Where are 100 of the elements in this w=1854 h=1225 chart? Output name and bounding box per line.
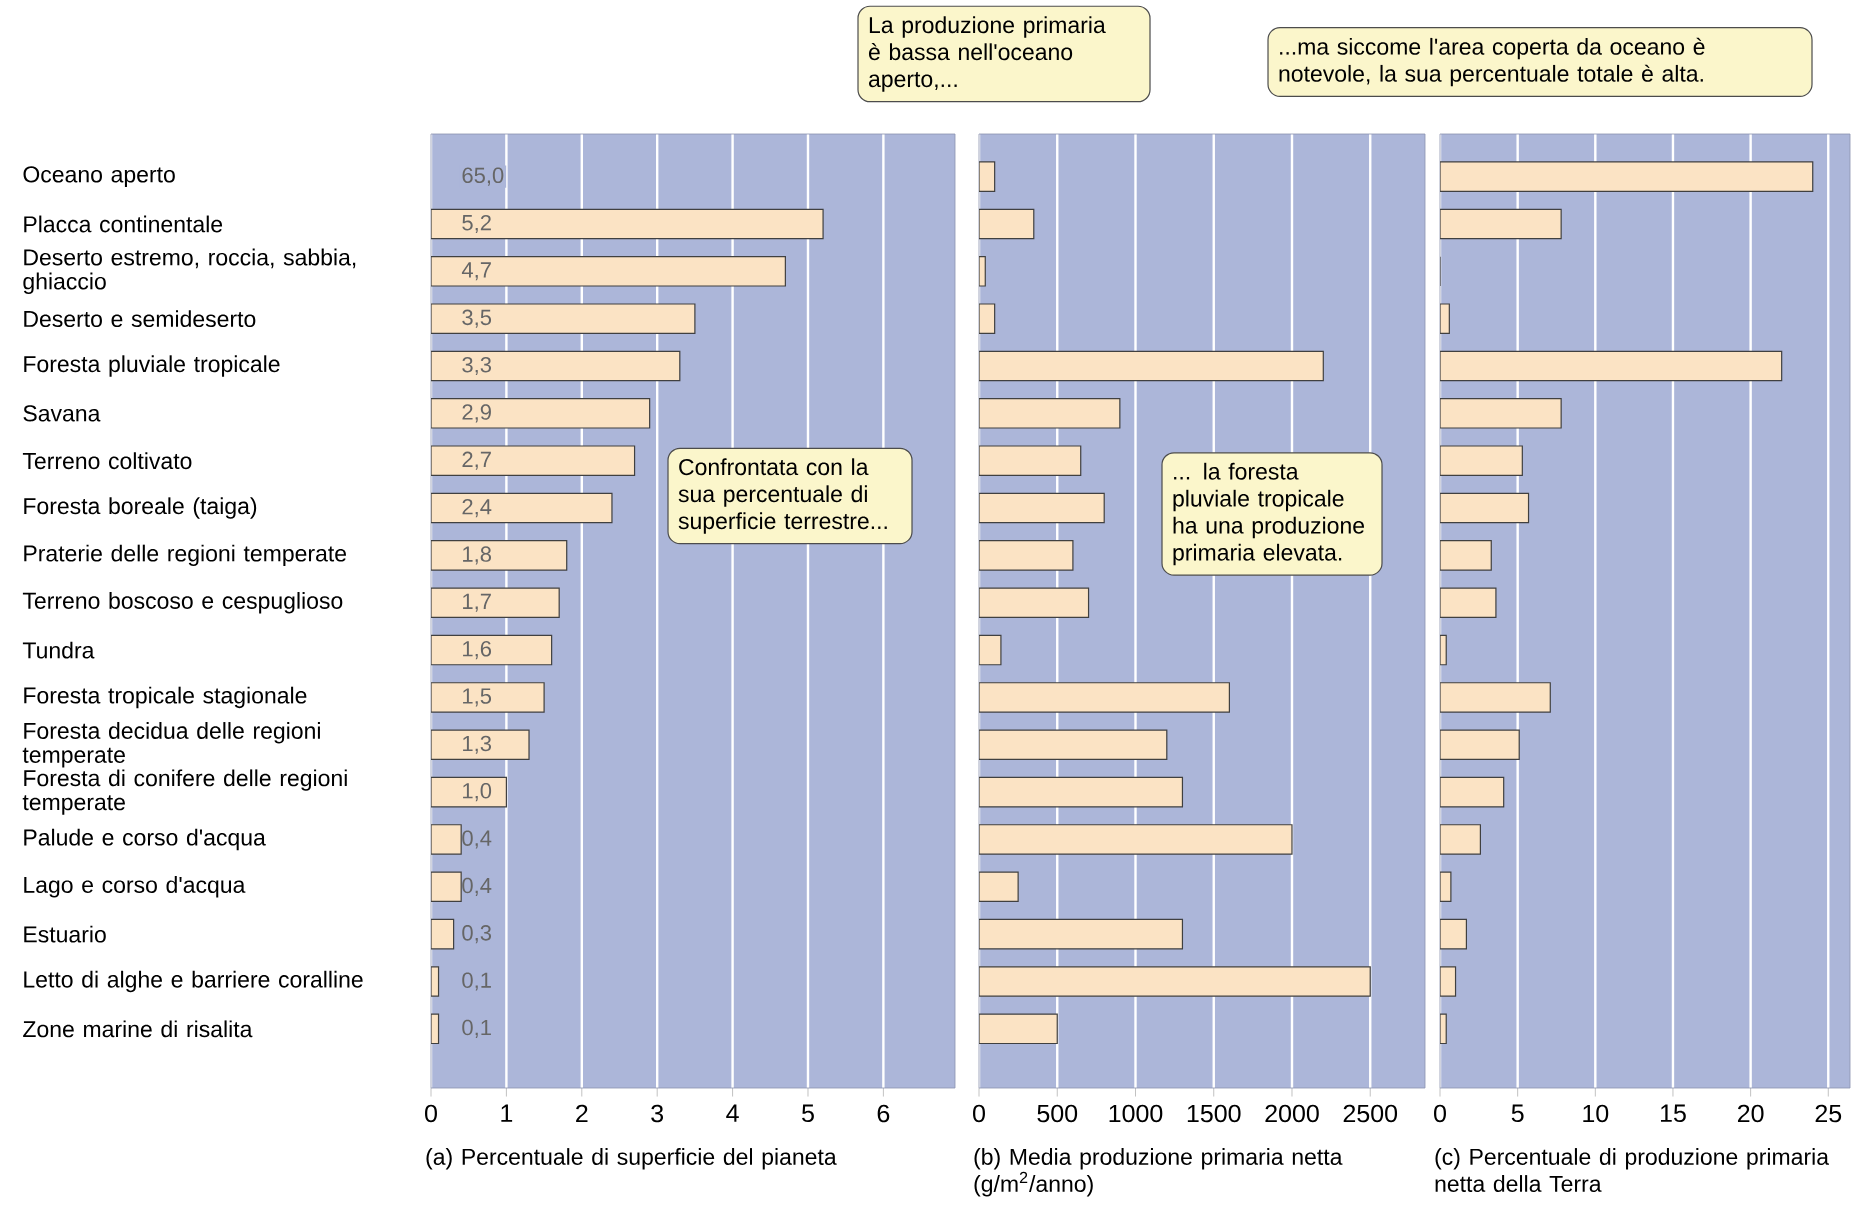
bar [979, 776, 1184, 808]
y-tick-label: Lago e corso d'acqua [24, 876, 246, 898]
x-tick-label: 2500 [1343, 1104, 1398, 1123]
x-tick-label: 1000 [1109, 1104, 1163, 1123]
bar [1440, 208, 1562, 240]
x-tick-label: 1 [501, 1104, 513, 1122]
x-axis-title: (a) Percentuale di superficie del pianeta [426, 1148, 837, 1170]
data-label: 4,7 [461, 262, 491, 281]
x-tick-label: 4 [726, 1104, 739, 1122]
bar [1440, 540, 1492, 571]
bar [431, 682, 545, 713]
y-tick-label: Deserto estremo, roccia, sabbia, ghiaccio [23, 248, 356, 295]
bar [979, 682, 1230, 713]
y-tick-label: Letto di alghe e barriere coralline [24, 970, 363, 993]
x-tick-label: 2 [576, 1104, 588, 1123]
x-tick-label: 6 [877, 1104, 890, 1123]
bar [431, 398, 651, 429]
bar [979, 445, 1082, 476]
bar [431, 208, 824, 240]
data-label: 0,3 [462, 925, 492, 944]
bar [1440, 161, 1814, 192]
bar [431, 824, 462, 855]
y-tick-label: Foresta tropicale stagionale [24, 686, 307, 709]
x-tick-label: 0 [425, 1104, 437, 1123]
data-label: 0,1 [462, 1019, 491, 1038]
text: ...ma siccome l'area coperta da oceano è notevole, la sua percentuale totale è alta. [1279, 37, 1705, 87]
annotation: ... la foresta pluviale tropicale ha una produzione primaria elevata. [1173, 462, 1365, 566]
data-label: 1,0 [463, 783, 492, 802]
x-tick-label: 3 [651, 1104, 664, 1123]
data-label: 2,7 [462, 451, 491, 470]
y-tick-label: Deserto e semideserto [24, 310, 256, 328]
y-tick-label: Tundra [22, 641, 95, 659]
data-label: 1,5 [463, 688, 492, 707]
text: La produzione primaria è bassa nell'oceano aperto,... [868, 16, 1106, 92]
y-tick-label: Terreno coltivato [22, 452, 192, 470]
bar [979, 208, 1035, 240]
bar [431, 303, 696, 334]
bar [1440, 776, 1505, 808]
bar [979, 729, 1168, 761]
bar [1440, 682, 1551, 713]
bar [1440, 492, 1530, 524]
y-tick-label: Placca continentale [24, 215, 223, 233]
bar [1440, 824, 1481, 855]
bar [1440, 445, 1523, 476]
bar [979, 1013, 1058, 1045]
data-label: 1,6 [463, 641, 492, 660]
data-label: 0,1 [462, 972, 491, 991]
x-tick-label: 10 [1583, 1104, 1609, 1123]
y-tick-label: Savana [23, 405, 101, 422]
y-tick-label: Foresta pluviale tropicale [24, 355, 280, 377]
y-tick-label: Terreno boscoso e cespuglioso [22, 592, 343, 614]
y-tick-label: Palude e corso d'acqua [24, 828, 266, 851]
bar [431, 587, 560, 618]
bar [1440, 350, 1783, 382]
x-axis-title: (b) Media produzione primaria netta (g/m$^{2}$/anno) [974, 1148, 1343, 1197]
bar [1440, 729, 1520, 761]
bar [1440, 398, 1562, 429]
y-tick-label: Estuario [24, 925, 106, 943]
bar [979, 540, 1074, 571]
data-label: 1,7 [463, 593, 491, 612]
bar [979, 918, 1184, 950]
bar [979, 350, 1324, 382]
data-label: 2,9 [462, 404, 491, 423]
bar [979, 398, 1121, 429]
annotation: Confrontata con la sua percentuale di superficie terrestre... [678, 458, 887, 534]
data-label: 1,3 [463, 735, 492, 754]
bar [979, 492, 1105, 524]
y-tick-label: Zone marine di risalita [23, 1020, 253, 1038]
x-tick-label: 5 [1511, 1104, 1524, 1123]
y-tick-label: Oceano aperto [23, 166, 175, 188]
x-tick-label: 25 [1815, 1104, 1842, 1123]
x-tick-label: 2000 [1265, 1104, 1319, 1123]
x-tick-label: 20 [1737, 1104, 1764, 1123]
data-label: 3,5 [462, 309, 492, 328]
data-label: 5,2 [462, 214, 491, 234]
bar [1440, 587, 1497, 618]
bar [1440, 918, 1468, 950]
bar [979, 871, 1019, 903]
x-tick-label: 500 [1037, 1104, 1078, 1123]
y-tick-label: Foresta di conifere delle regioni temperate [22, 769, 347, 815]
x-tick-label: 0 [973, 1104, 985, 1123]
x-tick-label: 1500 [1187, 1104, 1241, 1123]
bar [431, 634, 553, 666]
data-label: 3,3 [462, 356, 492, 376]
bar [979, 824, 1293, 855]
bar [431, 350, 681, 382]
y-tick-label: Foresta boreale (taiga) [24, 497, 257, 519]
bar [431, 256, 786, 287]
data-label: 1,8 [463, 546, 492, 565]
bar [431, 871, 462, 903]
data-label: 0,4 [462, 830, 492, 849]
x-tick-label: 15 [1660, 1104, 1686, 1123]
bar [431, 492, 613, 524]
text: 65,0 [462, 167, 504, 186]
bar [431, 445, 636, 476]
bar [979, 587, 1090, 618]
y-tick-label: Foresta decidua delle regioni temperate [22, 722, 320, 768]
x-tick-label: 0 [1434, 1104, 1446, 1123]
data-label: 0,4 [462, 877, 492, 896]
bar [431, 540, 568, 571]
